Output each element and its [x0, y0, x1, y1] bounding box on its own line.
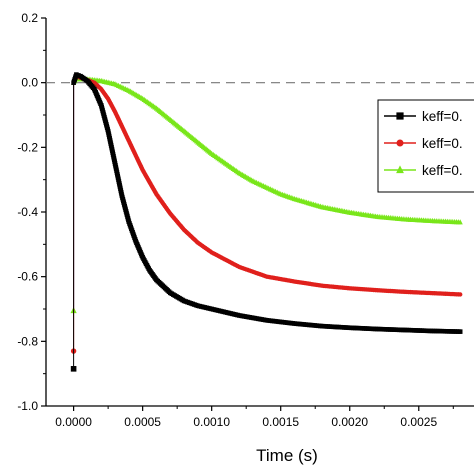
- data-point: [457, 292, 463, 297]
- axes: 0.2 0.0 -0.2 -0.4 -0.6 -0.8 -1.0 0.0000 0.0005 0.…: [17, 11, 474, 429]
- legend-box: [377, 99, 474, 193]
- data-point: [457, 219, 463, 225]
- legend-marker: [396, 165, 404, 174]
- y-tick-label: 0.2: [21, 11, 38, 25]
- x-tick-label: 0.0020: [331, 415, 368, 429]
- data-point: [457, 329, 463, 334]
- y-tick-label: -0.8: [17, 334, 38, 348]
- y-tick-label: -0.2: [17, 140, 38, 154]
- y-tick-label: 0.0: [21, 76, 38, 90]
- legend-label: keff=0.: [422, 163, 463, 178]
- x-tick-label: 0.0015: [262, 415, 299, 429]
- x-tick-label: 0.0025: [400, 415, 437, 429]
- series-square: [70, 72, 463, 372]
- legend-label: keff=0.: [422, 109, 463, 124]
- legend: keff=0. keff=0. keff=0.: [377, 99, 474, 193]
- plot-series: [70, 72, 463, 372]
- x-tick-label: 0.0000: [55, 415, 92, 429]
- x-tick-label: 0.0005: [124, 415, 161, 429]
- legend-marker: [396, 139, 404, 147]
- x-tick-label: 0.0010: [193, 415, 230, 429]
- y-tick-label: -0.4: [17, 205, 38, 219]
- legend-label: keff=0.: [422, 136, 463, 151]
- legend-marker: [396, 112, 404, 120]
- series-triangle: [70, 76, 463, 314]
- y-tick-label: -0.6: [17, 270, 38, 284]
- data-point: [70, 366, 77, 372]
- y-tick-label: -1.0: [17, 399, 38, 413]
- x-axis-title: Time (s): [256, 446, 318, 465]
